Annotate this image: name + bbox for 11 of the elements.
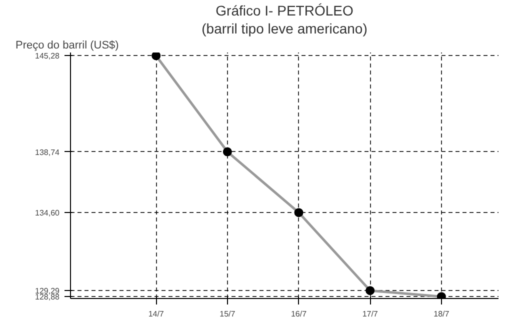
y-tick-label: 138,74 [35, 148, 60, 157]
y-tick-label: 145,28 [35, 52, 60, 61]
chart-title: Gráfico I- PETRÓLEO [216, 2, 354, 18]
x-tick-label: 16/7 [290, 310, 308, 318]
x-tick-label: 14/7 [148, 310, 164, 318]
chart-subtitle: (barril tipo leve americano) [202, 20, 368, 36]
y-axis-title: Preço do barril (US$) [16, 40, 119, 52]
y-tick-label: 134,60 [35, 208, 60, 218]
x-tick-label: 17/7 [362, 310, 378, 318]
x-tick-label: 18/7 [434, 310, 450, 318]
x-tick-label: 15/7 [220, 310, 236, 318]
